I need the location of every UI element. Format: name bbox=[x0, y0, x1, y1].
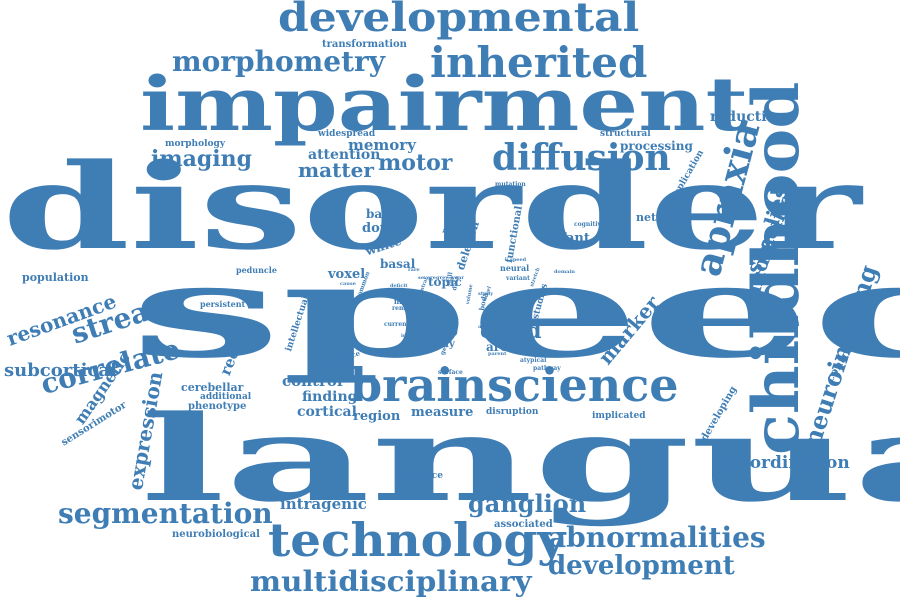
word-severe: severe bbox=[418, 275, 436, 281]
word-region: region bbox=[353, 409, 401, 424]
word-grey: grey bbox=[436, 275, 449, 281]
word-matter: matter bbox=[298, 158, 374, 182]
word-morphology: morphology bbox=[165, 139, 226, 149]
word-mutation: mutation bbox=[495, 181, 526, 188]
word-cerebellar: cerebellar bbox=[181, 381, 244, 394]
word-cognitive: cognitive bbox=[574, 221, 605, 228]
word-speech: speech bbox=[130, 237, 900, 387]
word-population: population bbox=[22, 271, 89, 284]
word-parent: parent bbox=[488, 351, 507, 357]
word-finding: finding bbox=[302, 389, 358, 405]
word-segmentation: segmentation bbox=[58, 497, 273, 530]
word-processing: processing bbox=[620, 139, 693, 153]
word-associated: associated bbox=[494, 519, 553, 530]
word-family: family bbox=[420, 339, 455, 350]
word-cause: cause bbox=[340, 281, 356, 287]
word-widespread: widespread bbox=[318, 129, 376, 139]
word-impairment: impairment bbox=[140, 62, 749, 148]
word-morphometry: morphometry bbox=[172, 45, 386, 78]
word-inherited: inherited bbox=[430, 38, 648, 87]
word-neural: neural bbox=[500, 263, 530, 273]
word-infant: infant bbox=[546, 231, 590, 246]
word-cortical: cortical bbox=[297, 404, 357, 420]
word-fibre: fibre bbox=[394, 297, 413, 306]
word-brainscience: brainscience bbox=[350, 358, 679, 412]
word-persistent: persistent bbox=[200, 299, 246, 309]
word-technology: technology bbox=[268, 513, 566, 567]
word-implicated: implicated bbox=[592, 411, 646, 421]
word-diffusion: diffusion bbox=[492, 137, 671, 179]
word-phenotype: phenotype bbox=[188, 401, 247, 412]
word-domain: domain bbox=[554, 269, 575, 275]
word-abnormalities: abnormalities bbox=[548, 521, 766, 554]
word-deficit: deficit bbox=[390, 283, 408, 289]
word-identified: identified bbox=[401, 333, 428, 339]
word-based: based bbox=[366, 207, 405, 221]
word-network: network bbox=[636, 211, 687, 224]
word-basal: basal bbox=[380, 257, 416, 271]
word-complex: complex bbox=[577, 305, 610, 314]
word-imaging: imaging bbox=[151, 146, 253, 172]
word-coordination: coordination bbox=[728, 453, 850, 473]
word-dorsal: dorsal bbox=[362, 221, 408, 236]
word-remain: remain bbox=[392, 305, 416, 312]
word-ganglion: ganglion bbox=[468, 489, 587, 518]
word-foxp: foxp bbox=[415, 320, 459, 341]
word-speed: speed bbox=[510, 257, 527, 263]
word-additional: additional bbox=[200, 392, 252, 402]
word-measure: measure bbox=[411, 405, 474, 420]
word-disruption: disruption bbox=[486, 407, 539, 417]
word-peduncle: peduncle bbox=[236, 265, 277, 275]
word-transformation: transformation bbox=[322, 39, 407, 50]
word-child: child bbox=[480, 318, 542, 344]
word-year: year bbox=[452, 275, 464, 281]
word-variant: variant bbox=[506, 275, 530, 282]
word-language: language bbox=[140, 389, 900, 528]
word-closer: closer bbox=[390, 289, 414, 298]
word-structural: structural bbox=[600, 129, 651, 139]
word-control: control bbox=[282, 372, 343, 390]
word-surface: surface bbox=[438, 369, 463, 376]
word-multidisciplinary: multidisciplinary bbox=[250, 565, 532, 598]
word-development: development bbox=[548, 551, 735, 581]
word-atypical: atypical bbox=[520, 357, 547, 364]
word-diffusivity: diffusivity bbox=[577, 315, 617, 324]
word-pathway: pathway bbox=[533, 365, 561, 372]
word-subcortical: subcortical bbox=[4, 360, 117, 381]
word-rare: rare bbox=[408, 267, 420, 273]
word-attention: attention bbox=[308, 147, 381, 163]
word-aged: aged bbox=[478, 324, 492, 330]
word-motor: motor bbox=[378, 150, 453, 176]
word-current: current bbox=[384, 321, 410, 328]
word-number: number bbox=[371, 349, 398, 356]
word-developmental: developmental bbox=[278, 0, 640, 41]
word-topic: topic bbox=[428, 275, 462, 289]
word-memory: memory bbox=[348, 136, 416, 154]
word-arcuate: arcuate bbox=[486, 340, 538, 354]
word-disorder: disorder bbox=[2, 137, 862, 276]
word-intragenic: intragenic bbox=[280, 495, 367, 513]
word-study: study bbox=[478, 291, 494, 297]
word-neurobiological: neurobiological bbox=[172, 529, 260, 540]
word-reduction: reduction bbox=[710, 109, 787, 125]
word-voxel: voxel bbox=[328, 267, 366, 282]
word-advance: advance bbox=[402, 471, 443, 481]
